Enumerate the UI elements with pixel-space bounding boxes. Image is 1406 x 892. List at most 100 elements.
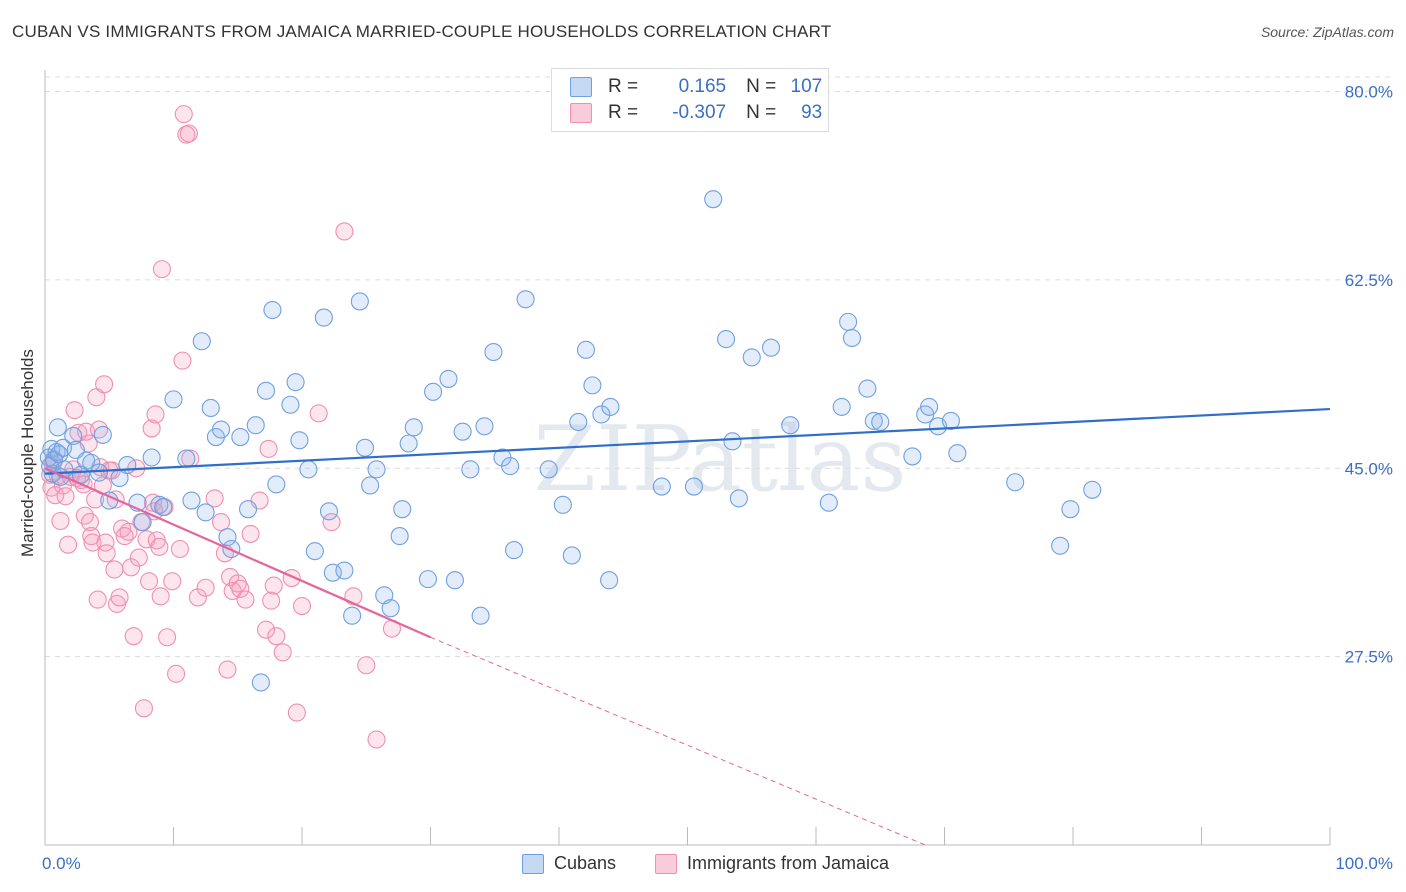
y-tick-label: 27.5% <box>1345 648 1393 667</box>
grid <box>45 76 1395 658</box>
cuban-point <box>93 425 112 444</box>
cuban-point <box>471 606 490 625</box>
cuban-point <box>1006 473 1025 492</box>
legend-n-value: 93 <box>801 102 823 123</box>
cuban-point <box>118 455 137 475</box>
jamaica-point <box>256 620 276 639</box>
jamaica-point <box>335 222 354 241</box>
cuban-point <box>1083 480 1102 499</box>
cuban-point <box>439 369 458 388</box>
jamaica-point <box>95 375 114 394</box>
cuban-point <box>314 308 333 327</box>
cuban-point <box>381 599 400 618</box>
cuban-point <box>177 449 196 468</box>
jamaica-point <box>152 260 171 279</box>
jamaica-point <box>264 576 283 595</box>
cuban-point <box>445 571 464 590</box>
jamaica-legend-swatch <box>655 853 677 874</box>
cuban-point <box>246 416 265 435</box>
jamaica-point <box>119 522 138 541</box>
cuban-point <box>350 292 369 311</box>
jamaica-point <box>56 487 75 506</box>
jamaica-point <box>146 405 165 424</box>
jamaica-point <box>231 579 250 598</box>
cuban-point <box>154 497 173 517</box>
cuban-point <box>723 432 742 451</box>
cuban-point <box>941 411 960 430</box>
jamaica-point <box>322 513 341 532</box>
source-label: Source: ZipAtlas.com <box>1260 24 1394 40</box>
cuban-point <box>343 606 362 625</box>
cuban-point <box>256 381 276 400</box>
cuban-point <box>516 290 535 309</box>
axes <box>44 70 1331 846</box>
jamaica-point <box>174 105 193 124</box>
jamaica-point <box>173 351 192 370</box>
cuban-point <box>601 397 620 416</box>
cuban-point <box>196 503 215 522</box>
cuban-point <box>871 412 890 432</box>
trend-lines <box>44 407 1331 846</box>
cubans-trend-line <box>44 407 1331 475</box>
jamaica-point <box>179 124 198 143</box>
jamaica-point <box>51 511 70 531</box>
cuban-point <box>182 491 201 510</box>
jamaica-point <box>167 664 186 683</box>
cuban-point <box>399 434 418 453</box>
jamaica-point <box>211 513 231 532</box>
jamaica-trend-extension <box>430 636 926 846</box>
cuban-point <box>201 398 220 418</box>
jamaica-point <box>105 560 124 579</box>
jamaica-point <box>140 572 159 591</box>
cuban-point <box>164 390 183 409</box>
cuban-point <box>263 300 282 320</box>
cuban-point <box>305 542 324 561</box>
cubans-legend-label: Cubans <box>554 853 617 873</box>
cuban-point <box>1061 500 1080 519</box>
cuban-point <box>781 416 800 435</box>
cubans-legend-swatch <box>522 853 544 874</box>
cuban-point <box>142 448 161 467</box>
legend-n-value: 107 <box>790 76 823 97</box>
cuban-point <box>684 477 703 496</box>
cuban-point <box>475 417 494 436</box>
jamaica-point <box>188 588 207 607</box>
tick-labels: 80.0% 62.5% 45.0% 27.5% 0.0% 100.0% <box>42 83 1393 873</box>
cuban-points <box>39 190 1102 692</box>
cuban-point <box>211 420 231 439</box>
jamaica-point <box>241 524 260 543</box>
jamaica-point <box>150 537 169 556</box>
legend-n-label: N = <box>746 102 777 123</box>
y-tick-label: 62.5% <box>1345 271 1393 290</box>
jamaica-legend-label: Immigrants from Jamaica <box>687 853 890 873</box>
cuban-point <box>133 513 152 532</box>
jamaica-point <box>163 572 182 591</box>
jamaica-point <box>88 590 107 609</box>
cuban-point <box>569 412 588 432</box>
cuban-point <box>704 190 723 209</box>
cuban-point <box>576 340 596 359</box>
legend-item-cubans: Cubans <box>522 853 616 874</box>
cuban-point <box>286 373 305 392</box>
jamaica-point <box>97 544 116 563</box>
cuban-point <box>238 500 258 519</box>
cuban-point <box>920 397 939 416</box>
cuban-point <box>319 502 339 521</box>
cuban-point <box>742 348 761 367</box>
jamaica-point <box>259 439 278 458</box>
legend-n-label: N = <box>746 76 777 97</box>
cuban-point <box>461 460 480 479</box>
jamaica-point <box>196 578 215 597</box>
cuban-point <box>251 673 270 692</box>
cuban-point <box>218 528 237 547</box>
correlation-legend: R = 0.165 N = 107 R = -0.307 N = 93 <box>551 68 829 132</box>
jamaica-point <box>309 404 328 423</box>
jamaica-point <box>236 590 255 609</box>
cuban-point <box>192 332 211 351</box>
jamaica-point <box>134 699 153 718</box>
cuban-point <box>832 397 851 416</box>
jamaica-point <box>218 660 237 679</box>
cuban-point <box>501 457 520 476</box>
cuban-point <box>48 418 67 437</box>
